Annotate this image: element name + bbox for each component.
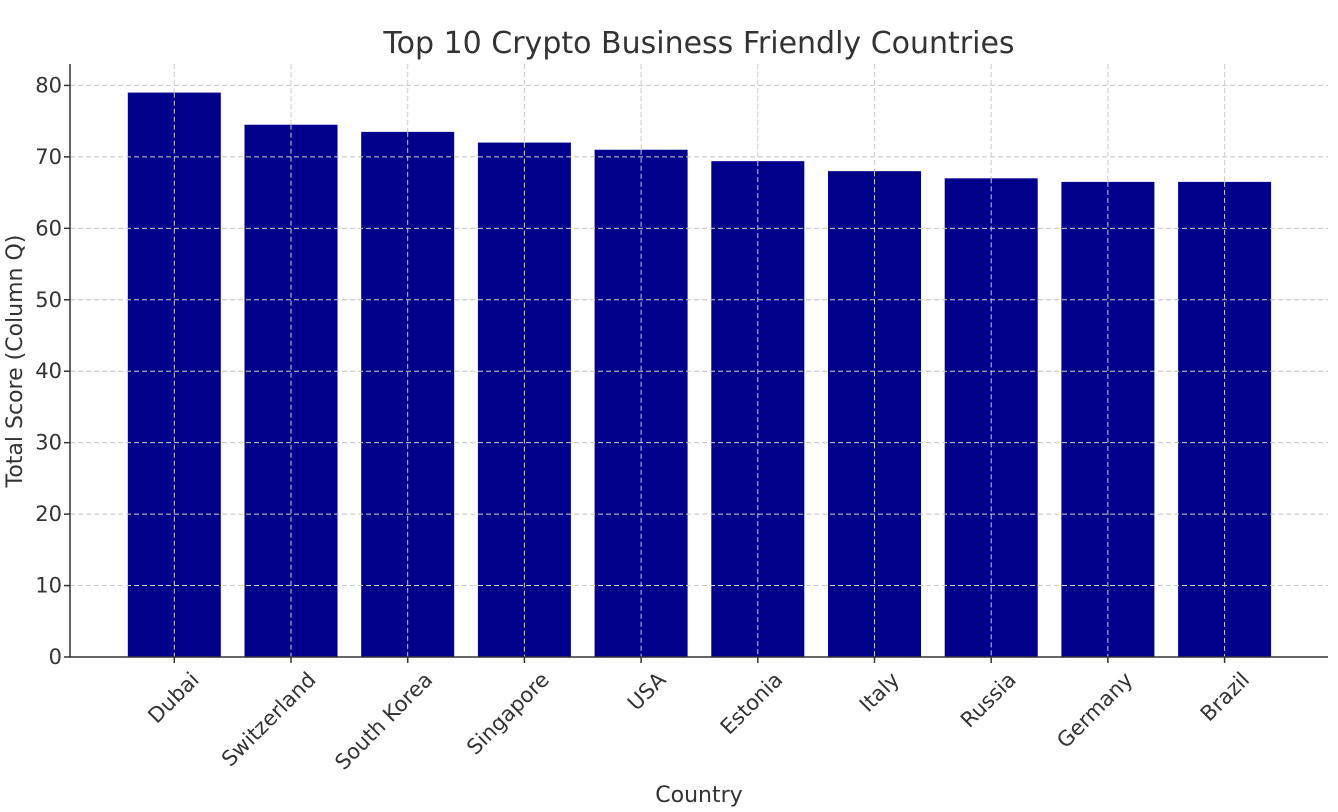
y-tick-label: 30 [35, 431, 62, 455]
x-tick-label-estonia: Estonia [716, 668, 788, 740]
chart-title: Top 10 Crypto Business Friendly Countrie… [382, 26, 1014, 61]
x-tick-label-russia: Russia [956, 668, 1021, 733]
bar-russia [944, 178, 1038, 658]
x-tick-label-brazil: Brazil [1196, 668, 1254, 726]
bar-south-korea [361, 131, 455, 658]
x-tick-label-usa: USA [623, 667, 671, 715]
y-axis-ticks: 0 10 20 30 40 50 60 70 80 [35, 73, 70, 669]
x-tick-label-south-korea: South Korea [330, 668, 437, 775]
y-axis-label: Total Score (Column Q) [3, 235, 28, 489]
bars [127, 92, 1272, 658]
x-tick-label-italy: Italy [855, 668, 904, 717]
x-axis-label: Country [655, 783, 742, 808]
y-tick-label: 60 [35, 216, 62, 240]
x-tick-label-germany: Germany [1052, 668, 1137, 753]
y-tick-label: 20 [35, 502, 62, 526]
x-tick-label-singapore: Singapore [462, 668, 554, 760]
y-tick-label: 80 [35, 73, 62, 97]
x-axis-ticks: Dubai Switzerland South Korea Singapore USA E… [143, 657, 1254, 775]
y-tick-label: 10 [35, 574, 62, 598]
x-tick-label-dubai: Dubai [143, 668, 203, 728]
x-tick-label-switzerland: Switzerland [217, 668, 321, 772]
y-tick-label: 40 [35, 359, 62, 383]
y-tick-label: 70 [35, 145, 62, 169]
y-tick-label: 0 [49, 645, 62, 669]
y-tick-label: 50 [35, 288, 62, 312]
